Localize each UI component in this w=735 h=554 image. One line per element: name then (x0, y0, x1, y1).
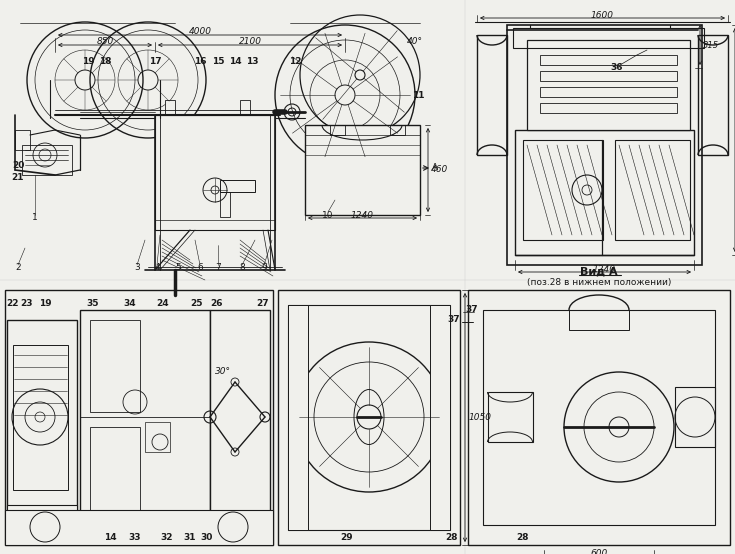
Bar (540, 71, 677, 81)
Text: 37: 37 (465, 305, 478, 315)
Text: 16: 16 (194, 58, 207, 66)
Text: 2100: 2100 (238, 38, 262, 47)
Bar (220, 192, 230, 217)
Text: 33: 33 (129, 532, 141, 541)
Bar (90, 427, 140, 514)
Text: 37: 37 (448, 315, 460, 325)
Text: 7: 7 (215, 264, 221, 273)
Text: 34: 34 (123, 300, 136, 309)
Text: 15: 15 (212, 58, 224, 66)
Text: A: A (432, 163, 438, 172)
Text: 22: 22 (7, 300, 19, 309)
Text: 315: 315 (703, 40, 719, 49)
Bar (330, 125, 345, 135)
Bar (22, 145, 72, 175)
Bar (210, 310, 270, 525)
Text: 32: 32 (161, 532, 173, 541)
Bar (675, 387, 715, 447)
Text: 27: 27 (257, 300, 269, 309)
Text: 30: 30 (201, 532, 213, 541)
Bar (698, 35, 728, 155)
Text: 28: 28 (517, 532, 529, 541)
Bar (430, 305, 450, 530)
Text: 1050: 1050 (469, 413, 492, 422)
Bar (515, 130, 694, 255)
Text: 30°: 30° (215, 367, 231, 377)
Bar (7, 320, 77, 515)
Text: 10: 10 (322, 211, 334, 219)
Bar (507, 25, 702, 265)
Bar (90, 320, 140, 412)
Text: 19: 19 (82, 58, 94, 66)
Text: 4000: 4000 (188, 28, 212, 37)
Text: (поз.28 в нижнем положении): (поз.28 в нижнем положении) (527, 278, 671, 286)
Text: 35: 35 (87, 300, 99, 309)
Bar (5, 510, 273, 545)
Bar (15, 130, 30, 150)
Bar (155, 115, 275, 230)
Text: 26: 26 (211, 300, 223, 309)
Bar (477, 35, 507, 155)
Text: 25: 25 (191, 300, 204, 309)
Bar (288, 305, 450, 530)
Text: 29: 29 (341, 532, 354, 541)
Text: 18: 18 (98, 58, 111, 66)
Bar (390, 125, 405, 135)
Bar (220, 180, 255, 192)
Bar (305, 125, 420, 215)
Text: 36: 36 (611, 64, 623, 73)
Text: 21: 21 (12, 173, 24, 182)
Bar (7, 505, 77, 535)
Bar (569, 310, 629, 330)
Text: 6: 6 (197, 264, 203, 273)
Bar (5, 290, 273, 545)
Text: 13: 13 (245, 58, 258, 66)
Bar (288, 305, 308, 530)
Text: 460: 460 (431, 166, 448, 175)
Bar (527, 40, 690, 130)
Text: 31: 31 (184, 532, 196, 541)
Text: 17: 17 (148, 58, 161, 66)
Text: 850: 850 (96, 38, 114, 47)
Text: 1240: 1240 (351, 211, 374, 219)
Bar (540, 103, 677, 113)
Text: 20: 20 (12, 161, 24, 170)
Text: 28: 28 (445, 532, 458, 541)
Text: Вид А: Вид А (580, 267, 618, 277)
Bar (13, 345, 68, 490)
Text: 8: 8 (239, 264, 245, 273)
Bar (615, 140, 690, 240)
Text: 14: 14 (229, 58, 241, 66)
Bar (468, 290, 730, 545)
Bar (540, 55, 677, 65)
Text: 12: 12 (289, 58, 301, 66)
Bar (483, 310, 715, 525)
Text: 9: 9 (261, 264, 267, 273)
Text: 11: 11 (412, 90, 424, 100)
Bar (80, 310, 210, 525)
Text: 23: 23 (21, 300, 33, 309)
Text: 14: 14 (104, 532, 116, 541)
Bar (240, 100, 250, 115)
Text: 2: 2 (15, 264, 21, 273)
Text: 40°: 40° (407, 38, 423, 47)
Bar (170, 293, 180, 297)
Text: 24: 24 (157, 300, 169, 309)
Bar (540, 87, 677, 97)
Text: 1: 1 (32, 213, 38, 223)
Text: 3: 3 (134, 264, 140, 273)
Text: 1240: 1240 (593, 264, 616, 274)
Bar (278, 290, 460, 545)
Text: 1600: 1600 (591, 11, 614, 19)
Text: 4: 4 (154, 264, 159, 273)
Bar (513, 28, 704, 48)
Text: 19: 19 (39, 300, 51, 309)
Bar (165, 100, 175, 115)
Bar (145, 422, 170, 452)
Text: 600: 600 (590, 550, 608, 554)
Text: 5: 5 (175, 264, 181, 273)
Bar (523, 140, 603, 240)
Bar (488, 392, 533, 442)
